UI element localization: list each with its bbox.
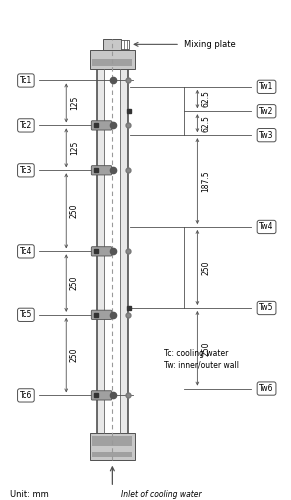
Text: 187.5: 187.5	[201, 170, 210, 192]
FancyBboxPatch shape	[91, 310, 112, 320]
Text: 62.5: 62.5	[201, 115, 210, 132]
Text: Inlet of cooling water: Inlet of cooling water	[121, 490, 202, 498]
Bar	[90, 434, 135, 460]
Text: Tw6: Tw6	[259, 384, 274, 393]
Bar	[120, 69, 128, 434]
Text: Tc3: Tc3	[20, 166, 32, 175]
Text: Mixing plate: Mixing plate	[184, 40, 236, 49]
Text: Tc2: Tc2	[20, 121, 32, 130]
Text: Tw5: Tw5	[259, 304, 274, 312]
FancyBboxPatch shape	[91, 390, 112, 400]
Text: Tw: inner/outer wall: Tw: inner/outer wall	[164, 360, 239, 370]
Text: 250: 250	[70, 348, 79, 362]
Text: 250: 250	[70, 276, 79, 290]
Bar	[121, 40, 129, 49]
Text: Unit: mm: Unit: mm	[10, 490, 49, 498]
Text: 62.5: 62.5	[201, 90, 210, 108]
Bar	[90, 50, 135, 69]
FancyBboxPatch shape	[91, 166, 112, 175]
Bar	[104, 40, 121, 50]
Bar	[92, 59, 132, 66]
Text: Tc5: Tc5	[20, 310, 32, 320]
FancyBboxPatch shape	[91, 121, 112, 130]
Text: 250: 250	[201, 260, 210, 274]
Text: Tc4: Tc4	[20, 247, 32, 256]
Text: Tw1: Tw1	[259, 82, 274, 92]
FancyBboxPatch shape	[91, 246, 112, 256]
Bar	[97, 69, 104, 434]
Text: 125: 125	[70, 96, 79, 110]
Text: Tc1: Tc1	[20, 76, 32, 85]
Text: Tc6: Tc6	[20, 391, 32, 400]
Text: Tw2: Tw2	[259, 106, 274, 116]
Text: 250: 250	[70, 204, 79, 218]
Text: Tw4: Tw4	[259, 222, 274, 232]
Text: Tw3: Tw3	[259, 130, 274, 140]
Text: 125: 125	[70, 140, 79, 155]
Text: 250: 250	[201, 341, 210, 355]
Bar	[92, 452, 132, 458]
Bar	[92, 436, 132, 446]
Text: Tc: cooling water: Tc: cooling water	[164, 350, 229, 358]
